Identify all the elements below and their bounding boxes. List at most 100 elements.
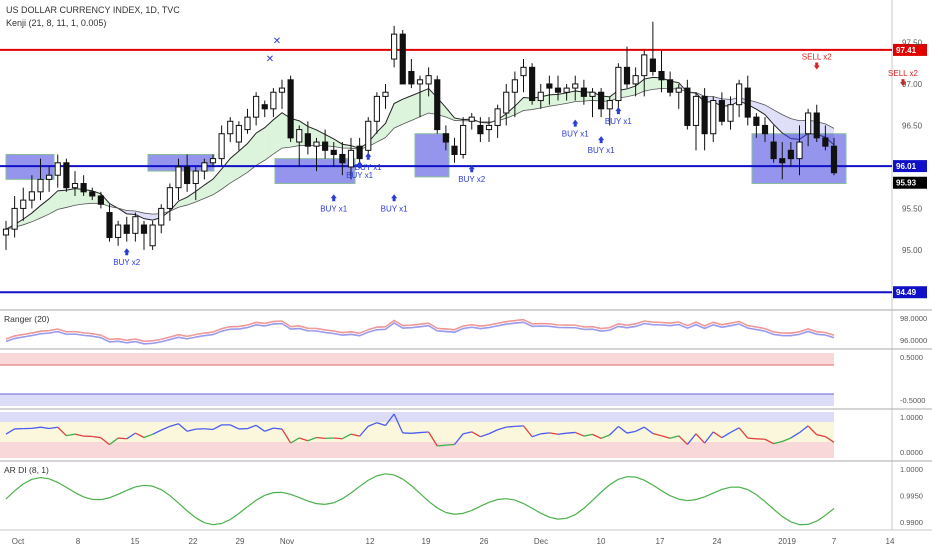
horizontal-levels: 97.41 96.01 94.49 95.93	[0, 43, 927, 299]
candle-bull	[468, 116, 475, 122]
x-tick-label: 29	[236, 537, 245, 546]
tdi-line-segment	[186, 428, 196, 432]
candle-bear	[184, 166, 191, 185]
candle-bull	[347, 149, 355, 168]
ardi-line-segment	[721, 486, 731, 491]
tdi-mid-band	[0, 422, 834, 442]
tdi-line-segment	[566, 431, 576, 434]
tdi-line-segment	[626, 430, 636, 434]
tdi-line-segment	[376, 422, 386, 427]
candle-bull	[615, 66, 622, 102]
tdi-line-segment	[419, 431, 429, 434]
ardi-line-segment	[566, 514, 576, 519]
ardi-line-segment	[152, 485, 162, 491]
x-tick-label: 12	[366, 537, 375, 546]
price-tick-label: 95.00	[902, 246, 923, 255]
panel-tick-label: 0.9900	[900, 518, 923, 527]
candle-bull	[115, 224, 122, 238]
cloud-bull-segment	[256, 127, 265, 166]
tdi-line-segment	[557, 432, 567, 435]
x-tick-label: 7	[832, 537, 837, 546]
tdi-line-segment	[281, 428, 292, 444]
tdi-line-segment	[825, 436, 835, 443]
cloud-bull-segment	[40, 198, 50, 218]
ardi-line-segment	[22, 478, 33, 485]
x-tick-label: 24	[713, 537, 722, 546]
cloud-bear-segment	[144, 213, 153, 221]
buy-signal-label: BUY x1	[346, 171, 374, 180]
ardi-line-segment	[747, 489, 757, 496]
tdi-line-segment	[497, 426, 507, 431]
level-tag	[893, 286, 927, 299]
candle-bull	[46, 174, 53, 180]
candle-bear	[554, 87, 562, 93]
ardi-line-segment	[687, 499, 697, 502]
candle-bull	[805, 112, 812, 135]
tdi-line-segment	[247, 424, 257, 430]
panel-tick-label: 96.0000	[900, 336, 927, 345]
candle-bull	[520, 66, 527, 77]
tdi-line-segment	[549, 432, 559, 435]
candle-bull	[296, 129, 303, 143]
cloud-bull-segment	[31, 205, 41, 222]
candle-bear	[598, 91, 605, 110]
tdi-line-segment	[437, 444, 446, 447]
ardi-line-segment	[40, 476, 50, 480]
tdi-line-segment	[816, 434, 826, 438]
ardi-line-segment	[212, 522, 222, 526]
ardi-line-segment	[428, 500, 438, 509]
buy-arrow-icon	[356, 161, 363, 169]
cloud-bear-segment	[782, 114, 791, 139]
tdi-line-segment	[592, 433, 602, 439]
ardi-line-segment	[299, 497, 309, 502]
ardi-line-segment	[454, 512, 464, 515]
tdi-line-segment	[100, 437, 110, 446]
x-tick-label: 15	[131, 537, 140, 546]
candle-bull	[382, 91, 389, 97]
tdi-line-segment	[428, 431, 438, 447]
candle-series	[2, 21, 838, 250]
x-tick-label: 10	[597, 537, 606, 546]
candle-bear	[667, 79, 674, 93]
ardi-line-segment	[462, 509, 472, 514]
ardi-line-segment	[618, 476, 628, 480]
indicator-label: Kenji (21, 8, 11, 1, 0.005)	[6, 18, 106, 28]
candle-bear	[684, 87, 691, 126]
tdi-line-segment	[31, 426, 41, 430]
sell-signal-label: SELL x2	[802, 52, 832, 61]
tdi-line-segment	[5, 428, 15, 435]
ardi-line-segment	[790, 521, 800, 526]
panel-title: Ranger (20)	[4, 314, 50, 324]
tdi-line-segment	[807, 425, 818, 436]
candle-bear	[356, 145, 363, 160]
candle-bear	[261, 104, 268, 110]
panel-tick-label: 1.0000	[900, 413, 923, 422]
candle-bull	[71, 183, 79, 189]
candle-bull	[313, 141, 320, 147]
ardi-line-segment	[704, 492, 714, 498]
candle-bear	[649, 58, 656, 72]
ardi-line-segment	[325, 502, 334, 505]
ardi-line-segment	[229, 513, 240, 521]
ardi-line-segment	[471, 505, 481, 511]
candle-bull	[235, 124, 242, 143]
tdi-line-segment	[462, 431, 472, 435]
cloud-bull-segment	[187, 191, 196, 206]
ardi-line-segment	[445, 511, 455, 515]
tdi-line-segment	[764, 438, 774, 445]
cloud-bull-segment	[195, 185, 205, 202]
tdi-line-segment	[609, 425, 619, 436]
buy-arrow-icon	[468, 165, 475, 173]
last-price-tag	[893, 176, 927, 189]
candle-bull	[632, 75, 639, 85]
candle-bear	[701, 95, 708, 135]
ardi-line-segment	[350, 485, 360, 494]
ardi-line-segment	[178, 502, 188, 512]
panel-tick-label: 98.0000	[900, 314, 927, 323]
tdi-line-segment	[178, 423, 188, 432]
ardi-line-segment	[807, 520, 817, 525]
tdi-line-segment	[92, 435, 101, 439]
ardi-line-segment	[480, 501, 490, 507]
last-price-label: 95.93	[896, 179, 917, 188]
